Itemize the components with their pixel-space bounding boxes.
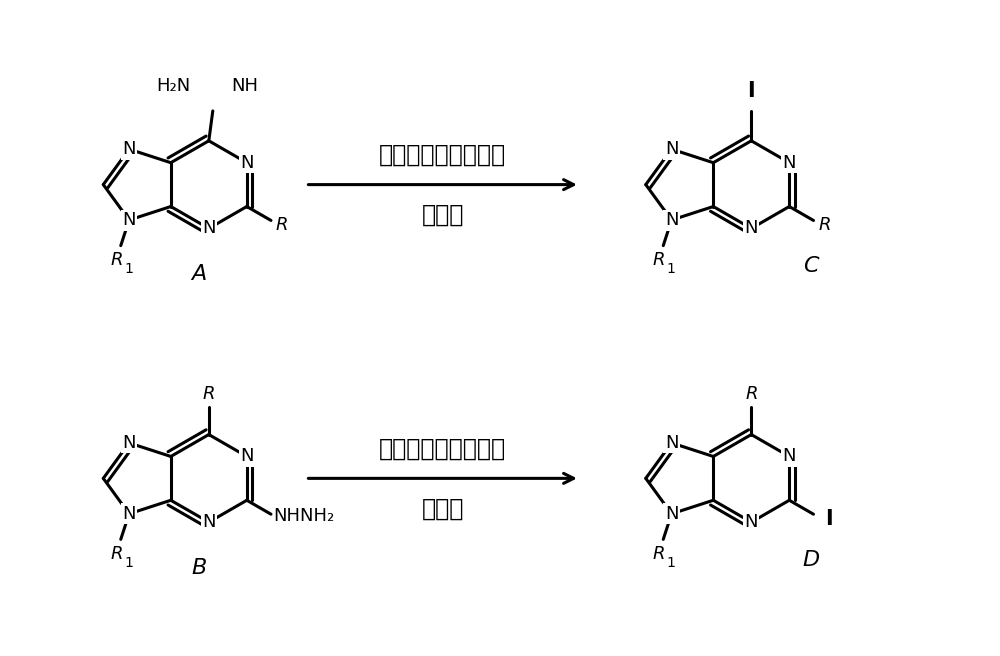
Text: C: C: [803, 256, 819, 276]
Text: N: N: [202, 219, 216, 237]
Text: N: N: [665, 505, 678, 523]
Text: R: R: [818, 216, 831, 234]
Text: I: I: [825, 509, 833, 529]
Text: A: A: [191, 264, 206, 284]
Text: N: N: [745, 219, 758, 237]
Text: N: N: [122, 434, 136, 452]
Text: NH: NH: [231, 77, 258, 95]
Text: B: B: [191, 558, 206, 578]
Text: N: N: [240, 447, 254, 466]
Text: 1: 1: [124, 556, 133, 569]
Text: 可见光: 可见光: [421, 203, 464, 226]
Text: N: N: [122, 211, 136, 229]
Text: 1: 1: [124, 262, 133, 276]
Text: N: N: [783, 447, 796, 466]
Text: R: R: [111, 544, 123, 563]
Text: N: N: [122, 140, 136, 158]
Text: D: D: [803, 550, 820, 570]
Text: R: R: [276, 216, 288, 234]
Text: 1: 1: [667, 556, 676, 569]
Text: R: R: [653, 544, 665, 563]
Text: N: N: [665, 140, 678, 158]
Text: R: R: [203, 384, 215, 403]
Text: I: I: [747, 81, 755, 101]
Text: N: N: [122, 505, 136, 523]
Text: N: N: [745, 513, 758, 531]
Text: R: R: [745, 384, 758, 403]
Text: N: N: [665, 434, 678, 452]
Text: N: N: [240, 154, 254, 172]
Text: 1: 1: [667, 262, 676, 276]
Text: N: N: [783, 154, 796, 172]
Text: 可见光: 可见光: [421, 497, 464, 520]
Text: 光催化剂，二碘甲烷: 光催化剂，二碘甲烷: [379, 143, 506, 167]
Text: N: N: [202, 513, 216, 531]
Text: R: R: [653, 251, 665, 269]
Text: R: R: [111, 251, 123, 269]
Text: N: N: [665, 211, 678, 229]
Text: H₂N: H₂N: [157, 77, 191, 95]
Text: NHNH₂: NHNH₂: [273, 507, 334, 525]
Text: 光催化剂，二碘甲烷: 光催化剂，二碘甲烷: [379, 436, 506, 461]
